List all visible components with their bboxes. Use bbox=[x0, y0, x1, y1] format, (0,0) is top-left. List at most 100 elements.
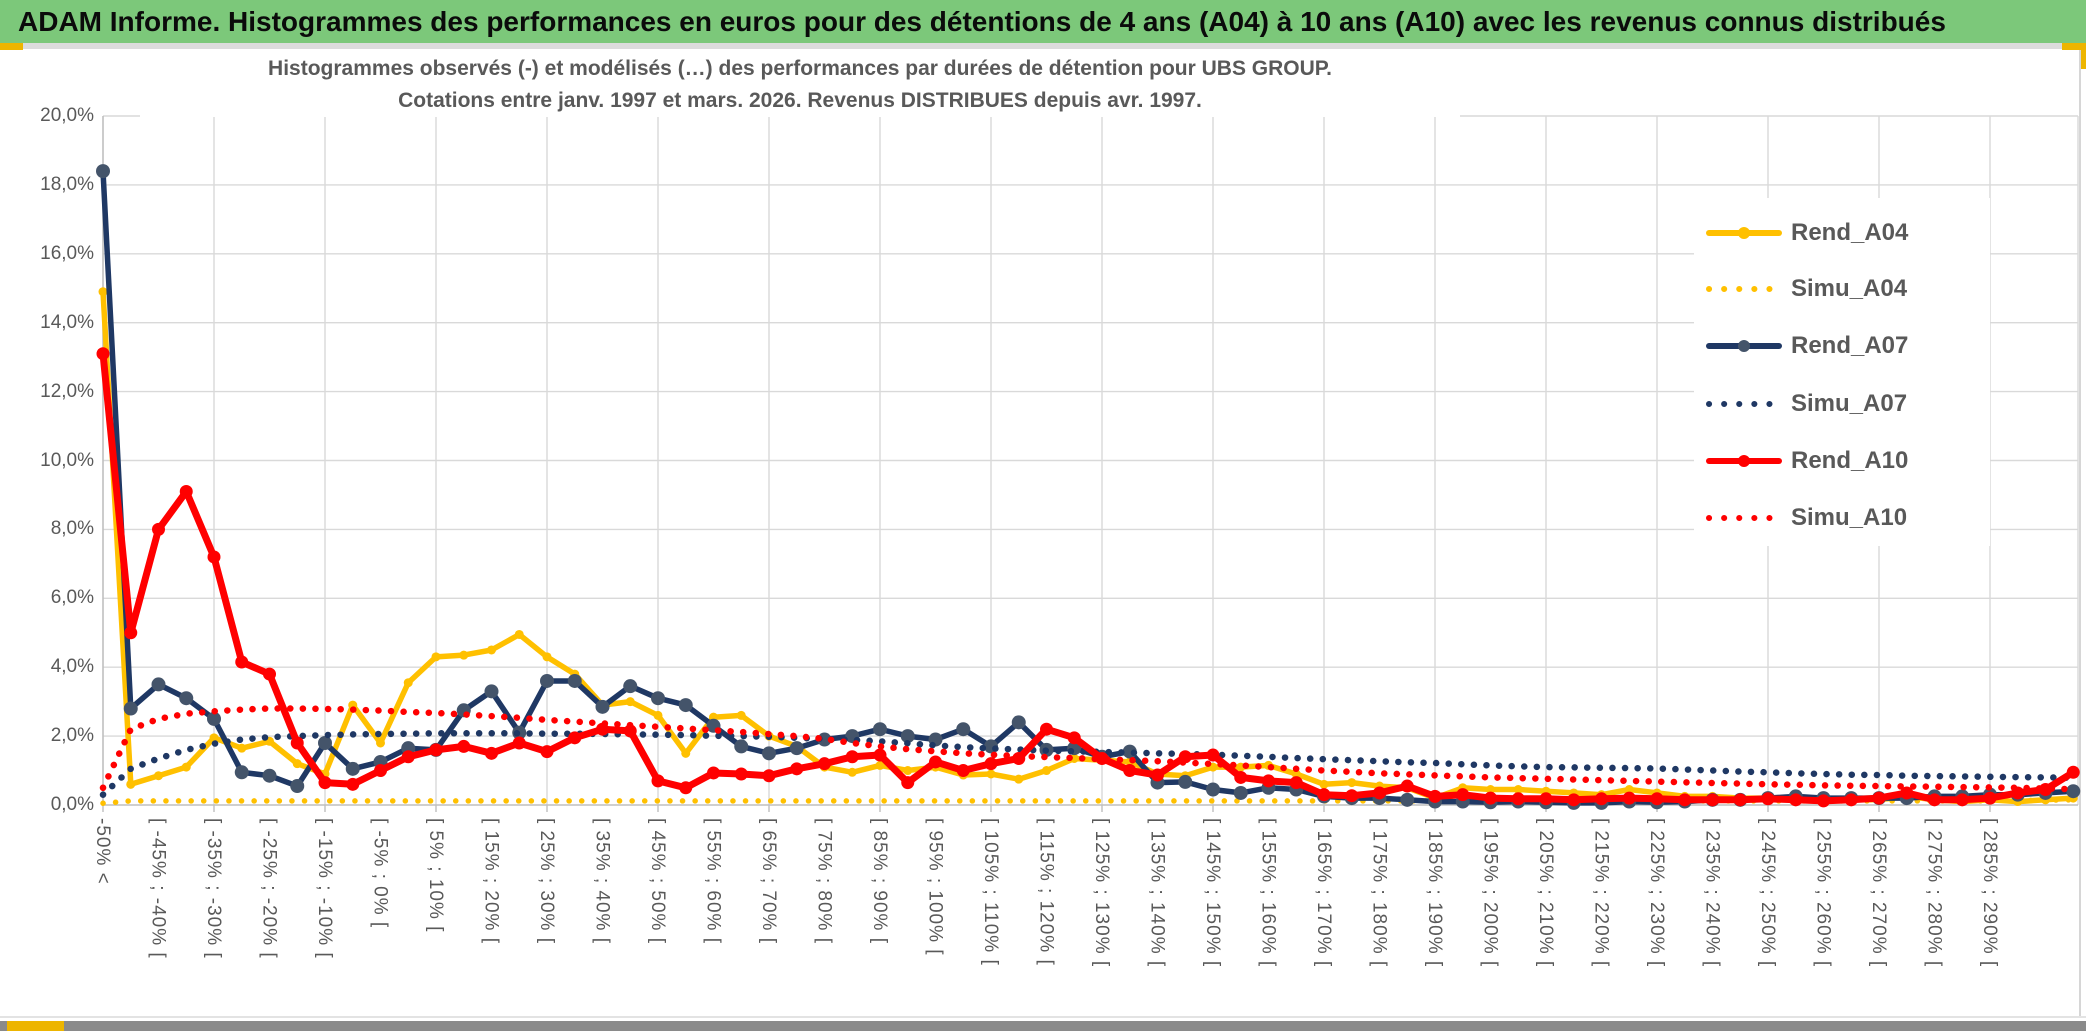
series-rend_a07-marker bbox=[956, 722, 971, 737]
series-rend_a07-marker bbox=[96, 164, 110, 179]
series-rend_a10-marker bbox=[96, 347, 110, 361]
x-axis-tick-label: [ 205% ; 210% [ bbox=[1535, 818, 1556, 968]
series-rend_a04-marker bbox=[875, 760, 885, 770]
series-rend_a04-marker bbox=[1042, 766, 1051, 776]
x-axis-tick-label: [ 95% ; 100% [ bbox=[924, 818, 946, 956]
series-rend_a10-marker bbox=[263, 667, 276, 681]
x-axis-tick-label: [ 35% ; 40% [ bbox=[591, 818, 613, 945]
series-rend_a07-marker bbox=[484, 684, 499, 699]
series-rend_a10-marker bbox=[984, 757, 998, 771]
series-rend_a04-marker bbox=[625, 697, 635, 707]
series-rend_a10-marker bbox=[762, 769, 776, 783]
series-rend_a10-marker bbox=[2066, 765, 2080, 779]
x-axis-tick-label: [ 115% ; 120% [ bbox=[1035, 818, 1057, 966]
y-axis-tick-label: 10,0% bbox=[40, 449, 94, 471]
series-rend_a04-marker bbox=[653, 710, 663, 720]
series-rend_a10-marker bbox=[818, 757, 831, 771]
series-rend_a04-marker bbox=[903, 766, 913, 776]
series-rend_a10-marker bbox=[1955, 793, 1969, 807]
series-rend_a10-marker bbox=[235, 655, 249, 669]
series-rend_a07-marker bbox=[762, 746, 776, 761]
series-rend_a10-marker bbox=[1206, 748, 1220, 762]
series-rend_a07-marker bbox=[1178, 774, 1193, 789]
x-axis-tick-label: [ 285% ; 290% [ bbox=[1979, 818, 2000, 968]
series-rend_a04-marker bbox=[98, 287, 108, 297]
x-axis-tick-label: -50% < bbox=[92, 818, 113, 885]
series-rend_a07-marker bbox=[207, 711, 221, 726]
series-rend_a04-marker bbox=[1624, 784, 1634, 794]
series-rend_a10-marker bbox=[929, 755, 942, 769]
series-rend_a10-marker bbox=[346, 777, 360, 791]
series-rend_a04-marker bbox=[681, 748, 691, 758]
amber-corner-bottom-left bbox=[7, 1021, 64, 1031]
legend-item-simu-a10[interactable]: Simu_A10 bbox=[1694, 501, 1990, 535]
y-axis-tick-label: 4,0% bbox=[50, 656, 94, 678]
x-axis-tick-label: [ 25% ; 30% [ bbox=[536, 818, 557, 945]
series-simu_a04-line[interactable] bbox=[100, 797, 2077, 807]
series-rend_a07-marker bbox=[567, 673, 582, 688]
x-axis-tick-label: [ 265% ; 270% [ bbox=[1868, 818, 1889, 968]
chart-legend: Rend_A04 Simu_A04 Rend_A07 Simu_A07 Rend… bbox=[1694, 198, 1990, 546]
series-rend_a10-marker bbox=[1900, 786, 1914, 800]
series-rend_a10-marker bbox=[1484, 791, 1497, 805]
x-axis-tick-label: [ 215% ; 220% [ bbox=[1590, 818, 1612, 968]
series-rend_a10-marker bbox=[1817, 794, 1830, 808]
series-rend_a10-marker bbox=[1067, 731, 1081, 745]
amber-right-edge bbox=[2080, 43, 2086, 69]
series-rend_a10-marker bbox=[707, 766, 720, 780]
legend-label: Simu_A10 bbox=[1791, 504, 1908, 531]
series-rend_a04-marker bbox=[431, 652, 441, 662]
series-rend_a10-marker bbox=[1456, 788, 1470, 802]
series-rend_a10-marker bbox=[1789, 793, 1803, 807]
series-rend_a07-marker bbox=[2066, 784, 2081, 799]
x-axis-tick-label: [ 15% ; 20% [ bbox=[480, 818, 502, 945]
series-rend_a07-marker bbox=[900, 729, 915, 744]
legend-item-rend-a07[interactable]: Rend_A07 bbox=[1694, 329, 1990, 363]
series-rend_a07-marker bbox=[1400, 792, 1415, 807]
series-rend_a10-marker bbox=[429, 743, 443, 757]
legend-item-simu-a04[interactable]: Simu_A04 bbox=[1694, 272, 1990, 306]
series-rend_a10-marker bbox=[873, 748, 887, 762]
series-simu_a07-line[interactable] bbox=[99, 730, 2077, 798]
x-axis-tick-label: [ 55% ; 60% [ bbox=[702, 818, 724, 945]
series-rend_a10-marker bbox=[790, 762, 804, 776]
series-rend_a10-marker bbox=[1317, 788, 1331, 802]
x-axis-tick-label: [ 165% ; 170% [ bbox=[1313, 818, 1334, 968]
series-rend_a07-marker bbox=[540, 673, 554, 688]
series-rend_a07-marker bbox=[595, 699, 610, 714]
series-rend_a10-marker bbox=[512, 736, 526, 750]
series-rend_a10-marker bbox=[1345, 789, 1359, 803]
x-axis-tick-label: [ 75% ; 80% [ bbox=[813, 818, 835, 945]
legend-item-rend-a04[interactable]: Rend_A04 bbox=[1694, 216, 1990, 250]
series-rend_a07-marker bbox=[179, 691, 194, 706]
series-simu_a10-line[interactable] bbox=[99, 705, 2077, 793]
x-axis-tick-label: [ -5% ; 0% [ bbox=[369, 818, 391, 929]
x-axis-tick-label: [ -15% ; -10% [ bbox=[314, 818, 335, 959]
x-axis-tick-label: [ 195% ; 200% [ bbox=[1479, 818, 1501, 968]
legend-label: Simu_A07 bbox=[1791, 390, 1908, 417]
series-rend_a10-marker bbox=[1650, 792, 1664, 806]
series-rend_a10-marker bbox=[179, 485, 193, 499]
series-rend_a07-marker bbox=[789, 741, 804, 756]
series-rend_a10-marker bbox=[1733, 793, 1747, 807]
series-rend_a10-marker bbox=[651, 774, 665, 788]
x-axis-tick-label: [ 185% ; 190% [ bbox=[1424, 818, 1445, 968]
window-bottom-band bbox=[0, 1021, 2086, 1031]
series-rend_a07-marker bbox=[734, 739, 749, 754]
legend-line-dotted-gold-icon bbox=[1706, 281, 1782, 297]
x-axis-tick-label: [ -25% ; -20% [ bbox=[258, 818, 280, 959]
series-rend_a10-marker bbox=[1151, 768, 1164, 782]
y-axis-tick-label: 8,0% bbox=[50, 518, 94, 540]
series-rend_a10-marker bbox=[485, 746, 498, 760]
series-rend_a07-marker bbox=[873, 722, 887, 737]
legend-item-rend-a10[interactable]: Rend_A10 bbox=[1694, 444, 1990, 478]
x-axis-tick-label: [ 135% ; 140% [ bbox=[1146, 818, 1168, 968]
x-axis-tick-label: [ 105% ; 110% [ bbox=[980, 818, 1001, 966]
series-rend_a10-marker bbox=[374, 764, 387, 778]
series-rend_a10-marker bbox=[845, 750, 859, 764]
series-rend_a10-marker bbox=[1567, 793, 1581, 807]
series-rend_a07-marker bbox=[262, 768, 277, 783]
legend-item-simu-a07[interactable]: Simu_A07 bbox=[1694, 387, 1990, 421]
x-axis-tick-label: [ 155% ; 160% [ bbox=[1257, 818, 1279, 968]
series-rend_a10-marker bbox=[1373, 786, 1386, 800]
